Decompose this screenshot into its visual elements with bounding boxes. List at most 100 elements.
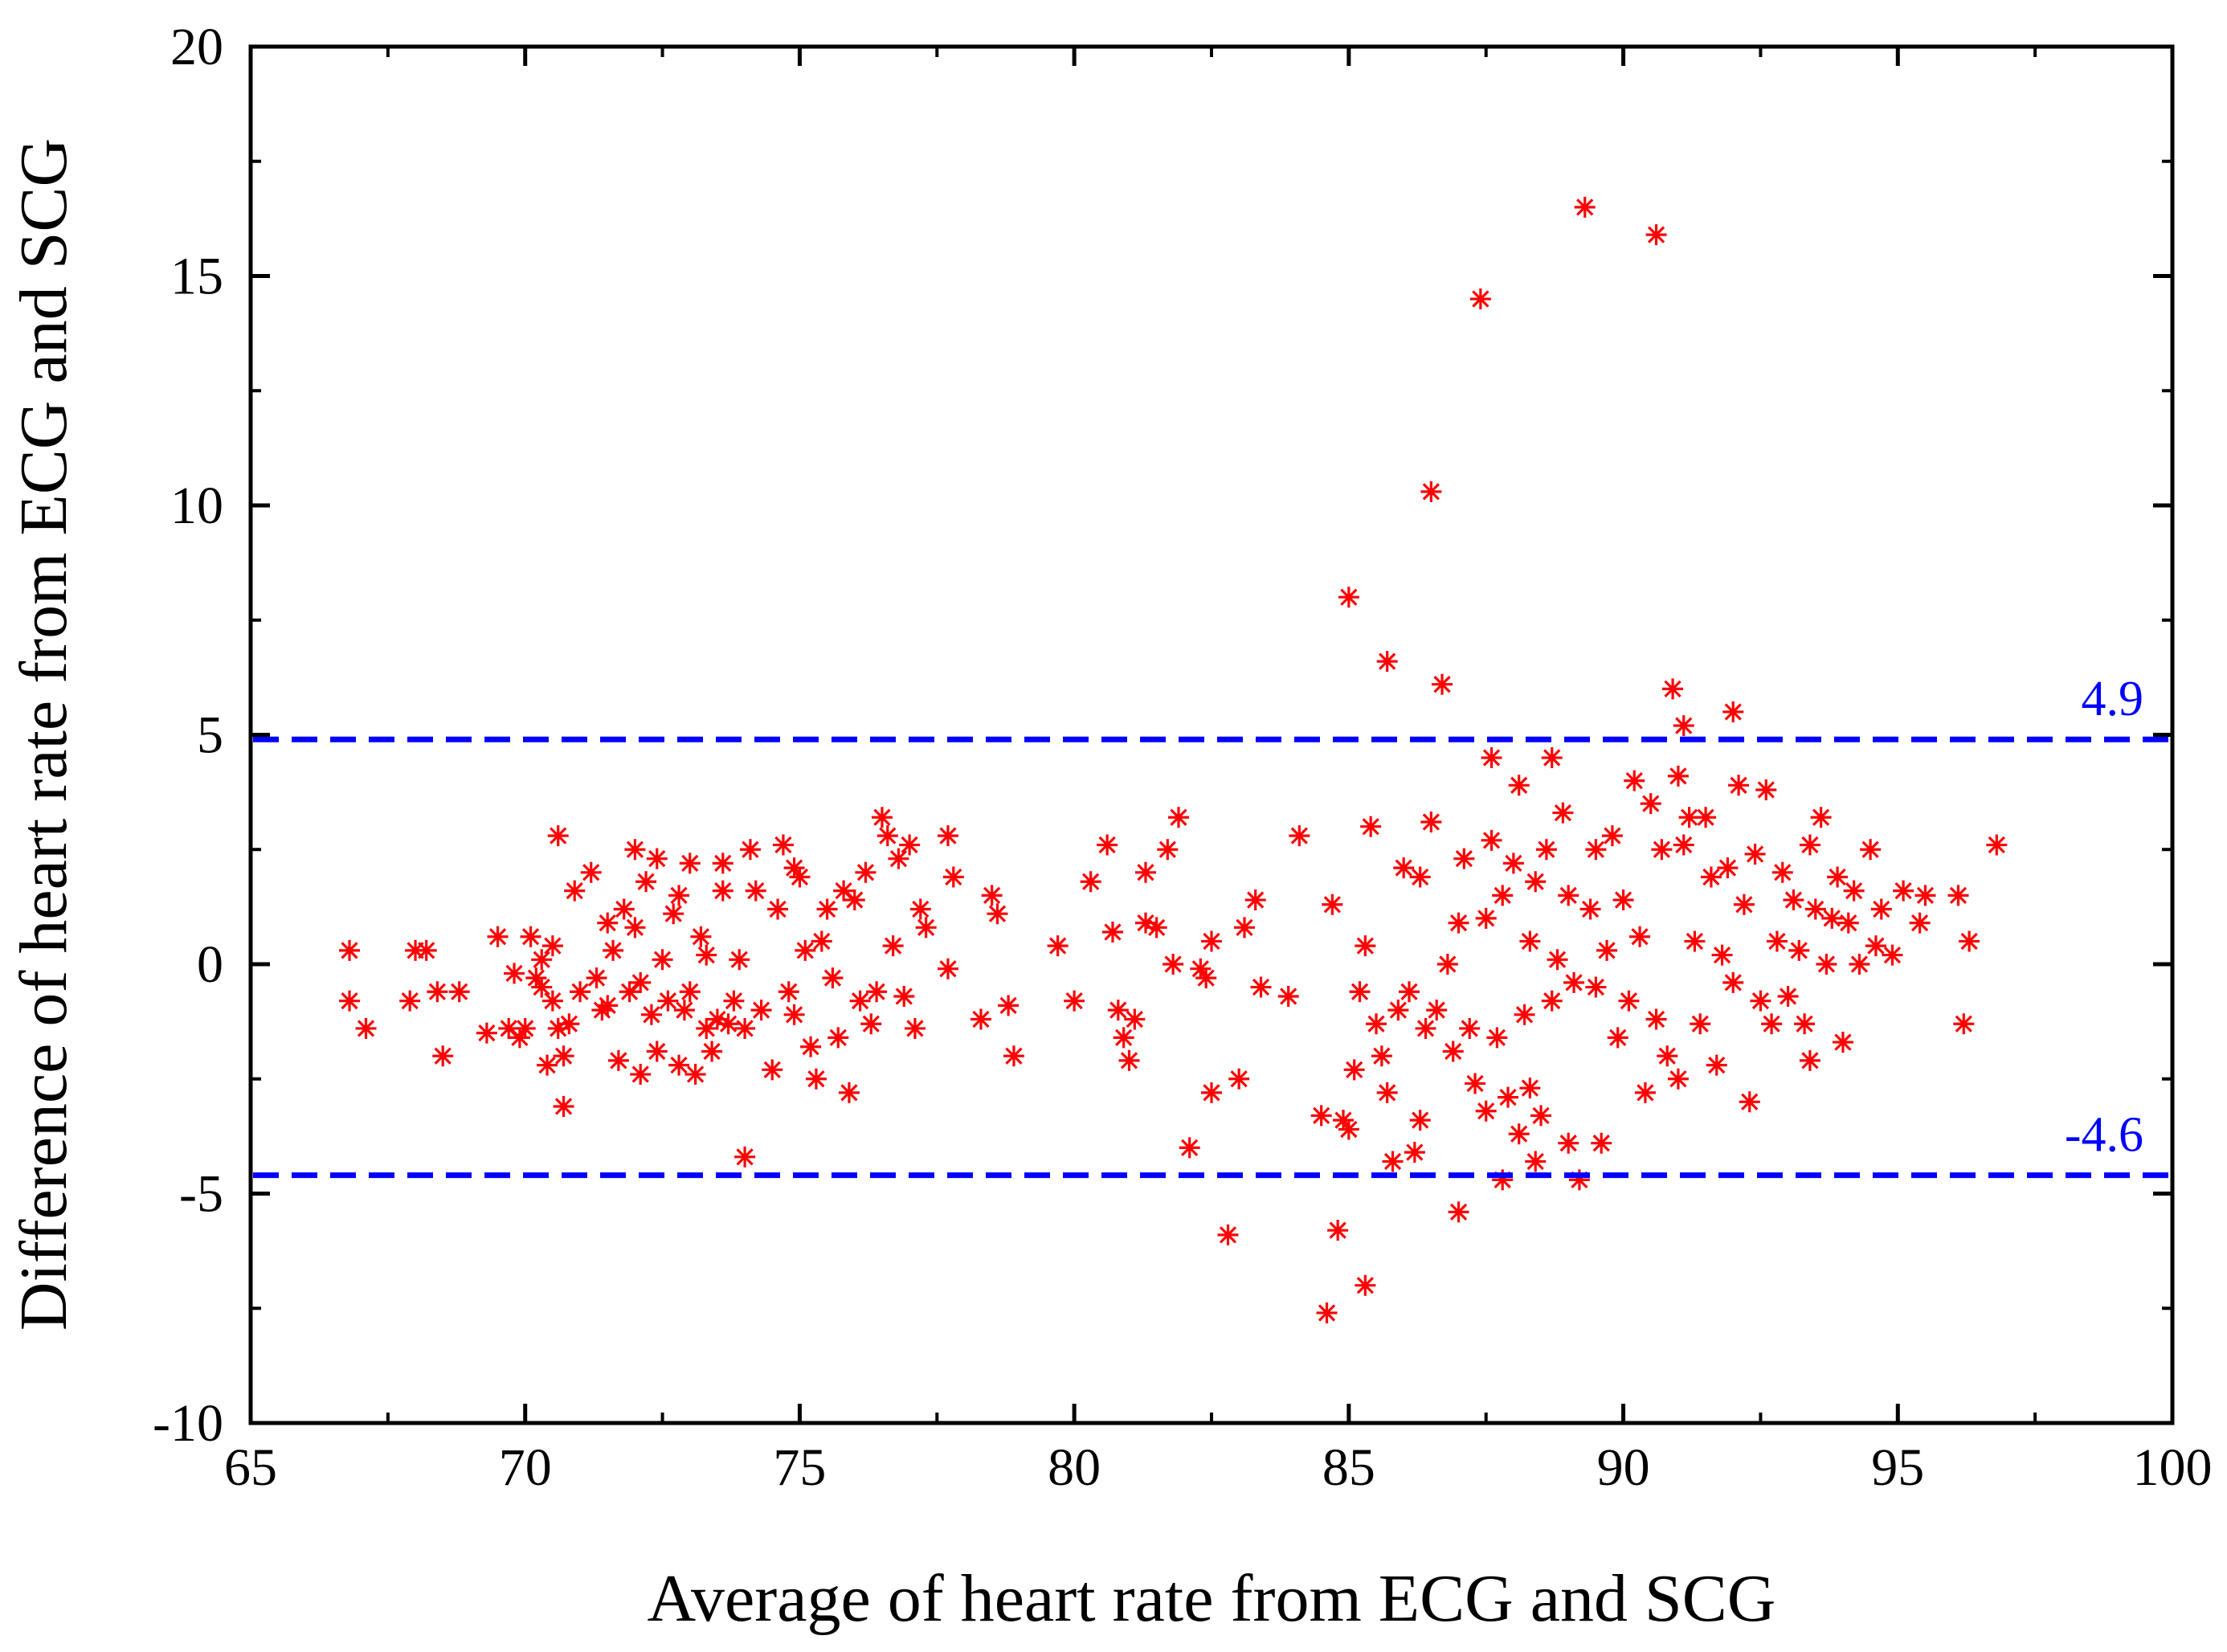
data-point xyxy=(1771,861,1793,883)
data-point xyxy=(1508,1123,1530,1145)
x-axis-title: Average of heart rate from ECG and SCG xyxy=(648,1561,1776,1636)
data-point xyxy=(1404,1142,1425,1163)
data-point xyxy=(1530,1105,1552,1127)
data-point xyxy=(1893,880,1914,902)
data-point xyxy=(1673,715,1694,737)
data-point xyxy=(1366,1013,1387,1035)
data-point xyxy=(1420,811,1442,832)
data-point xyxy=(1591,1132,1612,1154)
data-point xyxy=(937,825,958,847)
data-point xyxy=(1080,871,1101,893)
data-point xyxy=(553,1096,574,1118)
data-point xyxy=(1465,1073,1486,1094)
data-point xyxy=(427,981,448,1003)
data-point xyxy=(800,1036,822,1057)
data-point xyxy=(855,861,876,883)
data-point xyxy=(1667,1068,1689,1090)
y-tick-label: 10 xyxy=(170,476,223,535)
data-point xyxy=(586,967,607,989)
data-point xyxy=(1733,893,1755,915)
data-point xyxy=(1607,1027,1628,1049)
data-point xyxy=(541,990,563,1012)
data-point xyxy=(1514,1004,1535,1025)
data-point xyxy=(1003,1045,1024,1067)
data-point xyxy=(1579,898,1601,920)
data-point xyxy=(1492,1169,1514,1191)
data-point xyxy=(624,917,646,938)
data-point xyxy=(607,1049,629,1071)
data-point xyxy=(1728,775,1750,796)
x-tick-label: 80 xyxy=(1048,1438,1101,1497)
data-point xyxy=(646,848,668,869)
data-point xyxy=(1788,939,1810,961)
data-point xyxy=(1498,1086,1519,1108)
data-point xyxy=(1525,871,1547,893)
data-point xyxy=(1113,1027,1134,1049)
data-point xyxy=(696,1017,717,1039)
data-point xyxy=(339,990,361,1012)
data-point xyxy=(734,1146,756,1167)
data-point xyxy=(1914,885,1936,906)
data-point xyxy=(1234,917,1256,938)
data-point xyxy=(1794,1013,1816,1035)
data-point xyxy=(1338,1118,1359,1140)
data-point xyxy=(1289,825,1310,847)
data-point xyxy=(783,857,805,879)
data-point xyxy=(696,944,717,966)
data-point xyxy=(1657,1045,1678,1067)
data-point xyxy=(778,981,799,1003)
data-point xyxy=(876,825,898,847)
data-point xyxy=(541,935,563,957)
data-point xyxy=(1959,930,1980,952)
data-point xyxy=(1201,930,1222,952)
data-point xyxy=(937,958,958,979)
data-point xyxy=(1525,1151,1547,1172)
data-point xyxy=(1250,976,1272,998)
data-point xyxy=(1415,1017,1436,1039)
data-point xyxy=(1179,1137,1200,1159)
data-point xyxy=(1662,678,1684,700)
data-point xyxy=(729,949,750,971)
data-point xyxy=(1810,807,1832,828)
data-point xyxy=(1134,861,1156,883)
data-point xyxy=(987,903,1008,925)
data-point xyxy=(1492,885,1514,906)
data-point xyxy=(498,1017,520,1039)
data-point xyxy=(1585,976,1607,998)
data-point xyxy=(1821,907,1843,929)
data-point xyxy=(1097,834,1118,856)
data-point xyxy=(1409,866,1431,888)
data-point xyxy=(1535,839,1557,861)
data-point xyxy=(789,866,811,888)
data-point xyxy=(772,834,794,856)
data-point xyxy=(706,1008,728,1030)
data-point xyxy=(844,889,865,911)
data-point xyxy=(1585,839,1607,861)
data-point xyxy=(1766,930,1788,952)
data-point xyxy=(1541,990,1563,1012)
data-point xyxy=(1387,1000,1409,1021)
data-point xyxy=(1371,1045,1392,1067)
data-point xyxy=(1327,1220,1349,1241)
data-point xyxy=(1163,954,1184,975)
data-point xyxy=(1558,885,1579,906)
data-point xyxy=(1624,770,1645,791)
data-point xyxy=(701,1041,723,1062)
data-point xyxy=(668,885,690,906)
data-point xyxy=(1651,839,1673,861)
data-point xyxy=(520,926,541,947)
data-point xyxy=(597,912,619,934)
data-point xyxy=(1947,885,1969,906)
data-point xyxy=(1804,898,1826,920)
data-point xyxy=(1376,1082,1398,1103)
data-point xyxy=(553,1045,574,1067)
y-tick-label: -5 xyxy=(179,1165,223,1224)
data-point xyxy=(1481,829,1502,851)
y-tick-label: 5 xyxy=(197,706,223,765)
data-point xyxy=(1755,779,1777,801)
data-point xyxy=(1502,853,1524,874)
data-point xyxy=(399,990,421,1012)
data-point xyxy=(635,871,657,893)
y-tick-label: 20 xyxy=(170,18,223,76)
data-point xyxy=(1843,880,1865,902)
